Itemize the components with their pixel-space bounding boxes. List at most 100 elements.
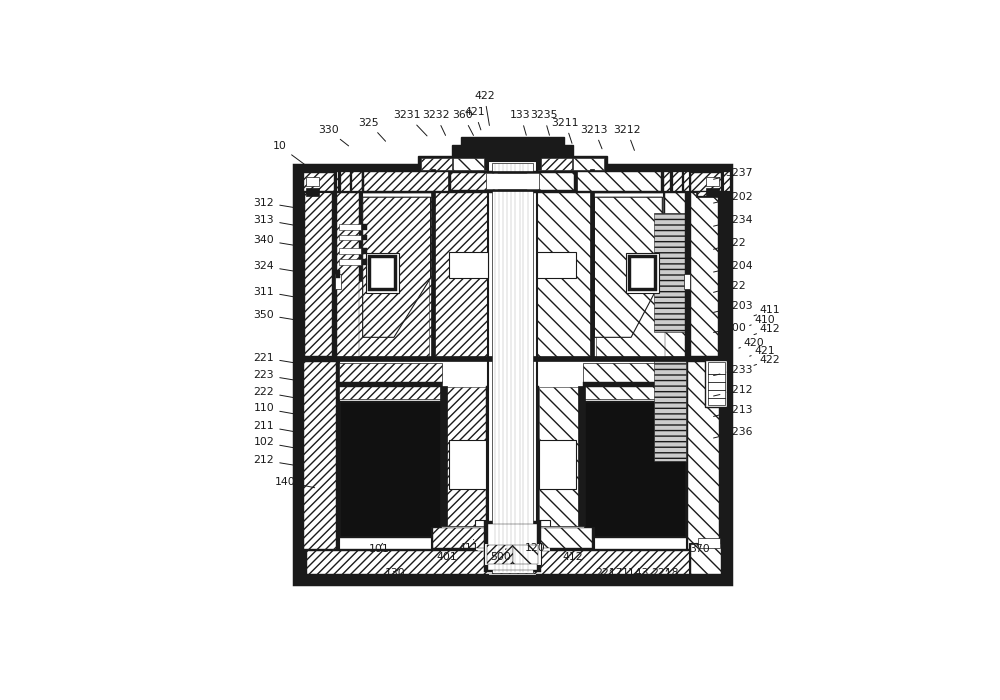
Bar — [487, 545, 512, 564]
Text: 350: 350 — [254, 309, 301, 321]
Bar — [340, 402, 441, 536]
Bar — [518, 172, 528, 190]
Text: 412: 412 — [563, 549, 583, 562]
Text: 500: 500 — [490, 549, 511, 562]
Bar — [601, 172, 611, 190]
Bar — [302, 172, 336, 192]
Bar — [339, 248, 361, 254]
Bar — [578, 172, 587, 190]
Bar — [583, 382, 686, 387]
Bar — [698, 192, 719, 196]
Text: 3202: 3202 — [714, 193, 753, 203]
Bar — [449, 252, 488, 278]
Bar — [294, 164, 731, 584]
Text: 120: 120 — [525, 540, 546, 552]
Polygon shape — [594, 197, 662, 337]
Bar — [484, 543, 541, 565]
Bar — [448, 172, 577, 190]
Bar — [461, 136, 564, 146]
Bar — [452, 146, 573, 156]
Bar — [335, 274, 341, 289]
Bar — [339, 401, 442, 537]
Text: 3234: 3234 — [714, 215, 753, 226]
Text: 312: 312 — [254, 197, 301, 209]
Bar — [304, 174, 334, 190]
Bar — [689, 170, 723, 359]
Bar — [593, 197, 663, 337]
Bar — [336, 270, 340, 278]
Bar — [696, 172, 706, 190]
Bar — [304, 362, 336, 573]
Bar — [530, 172, 540, 190]
Text: 411: 411 — [754, 305, 780, 316]
Bar — [654, 360, 686, 461]
Text: 1143: 1143 — [622, 568, 649, 578]
Bar — [362, 224, 367, 230]
Text: 3212: 3212 — [714, 385, 753, 396]
Bar — [573, 158, 604, 170]
Bar — [583, 363, 686, 399]
Text: 360: 360 — [453, 111, 473, 135]
Text: 110: 110 — [254, 403, 301, 415]
Text: 340: 340 — [254, 235, 301, 246]
Bar — [432, 170, 488, 359]
Bar — [539, 440, 576, 489]
Bar — [412, 172, 421, 190]
Bar — [539, 387, 584, 527]
Text: 3211: 3211 — [552, 118, 579, 144]
Bar — [613, 172, 623, 190]
Bar — [628, 255, 657, 291]
Text: 421: 421 — [750, 346, 775, 356]
Bar — [689, 172, 723, 192]
Text: 411: 411 — [458, 540, 479, 552]
Text: 102: 102 — [254, 438, 301, 449]
Bar — [424, 172, 433, 190]
Text: 3231: 3231 — [394, 111, 427, 136]
Bar — [533, 386, 539, 528]
Bar — [329, 172, 338, 190]
Bar — [583, 401, 686, 537]
Bar — [706, 188, 719, 196]
Bar — [451, 174, 498, 190]
Bar — [302, 170, 336, 359]
Bar — [705, 360, 727, 407]
Bar — [720, 172, 730, 190]
Text: 222: 222 — [254, 387, 301, 399]
Text: 3237: 3237 — [714, 168, 753, 179]
Bar — [483, 172, 493, 190]
Text: 401: 401 — [436, 549, 457, 562]
Bar — [362, 197, 432, 337]
Bar — [488, 524, 537, 570]
Text: 10: 10 — [273, 141, 304, 164]
Bar — [673, 172, 682, 190]
Bar — [488, 160, 537, 575]
Bar — [475, 519, 550, 573]
Text: 370: 370 — [690, 543, 710, 554]
Bar — [307, 551, 718, 575]
Bar — [686, 360, 723, 575]
Bar — [665, 193, 687, 357]
Bar — [339, 382, 442, 387]
Bar — [512, 545, 538, 564]
Bar — [696, 190, 722, 197]
Bar — [537, 170, 593, 359]
Bar — [337, 193, 359, 357]
Text: 2218: 2218 — [651, 568, 678, 578]
Text: 3203: 3203 — [714, 301, 753, 312]
Text: 3233: 3233 — [714, 365, 753, 375]
Bar — [631, 258, 654, 288]
Bar — [302, 356, 723, 360]
Bar — [337, 281, 429, 359]
Bar — [698, 538, 720, 547]
Bar — [302, 360, 723, 575]
Bar — [362, 172, 663, 192]
Bar — [447, 172, 457, 190]
Bar — [421, 158, 452, 170]
Bar — [388, 172, 398, 190]
Bar — [400, 172, 410, 190]
Bar — [440, 386, 447, 528]
Text: 400: 400 — [714, 323, 746, 332]
Bar — [302, 172, 723, 192]
Bar — [459, 172, 469, 190]
Bar — [339, 224, 361, 230]
